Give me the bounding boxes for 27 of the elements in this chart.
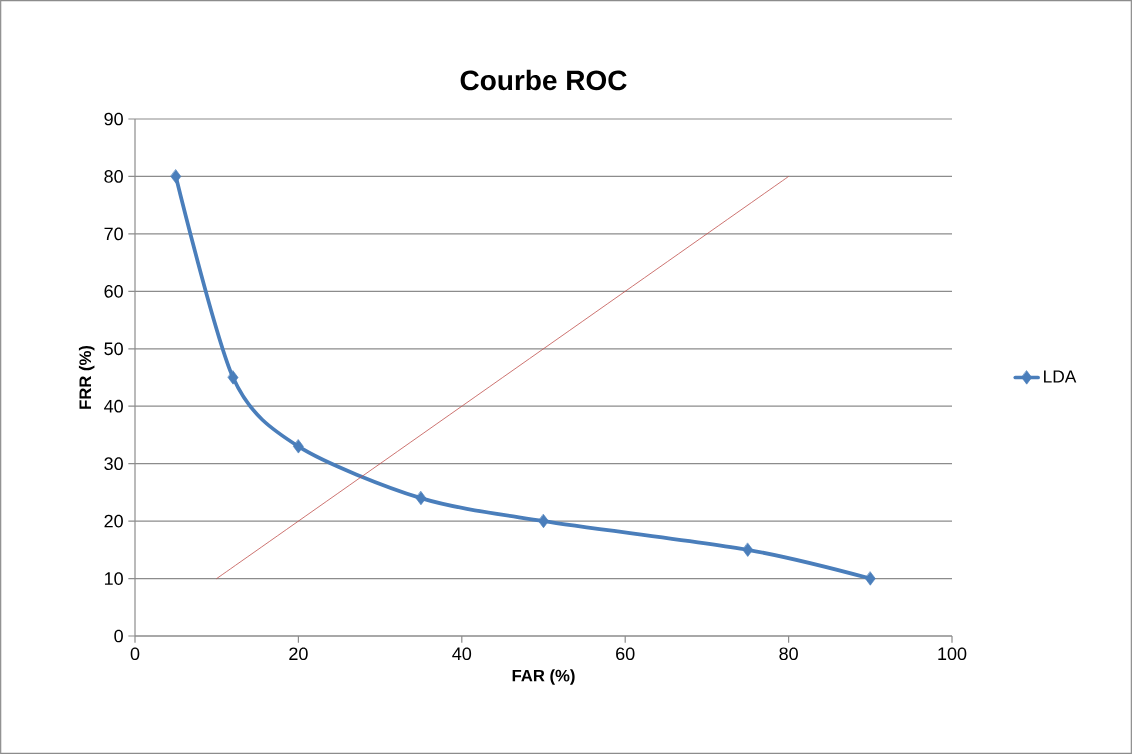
point (742, 542, 754, 557)
x-axis-title: FAR (%) (512, 669, 575, 685)
point (293, 439, 304, 454)
point (538, 514, 549, 529)
y-tick-label: 70 (104, 227, 123, 241)
y-tick-label: 20 (104, 514, 123, 528)
y-axis-title: FRR (%) (78, 345, 95, 409)
chart-title: Courbe ROC (460, 69, 627, 91)
x-tick-label: 20 (289, 647, 308, 661)
x-tick-label: 40 (452, 647, 472, 661)
y-tick-label: 30 (104, 457, 123, 471)
y-tick-label: 80 (104, 170, 123, 183)
y-tick-label: 0 (114, 629, 123, 643)
x-tick-label: 60 (616, 647, 635, 661)
x-tick-label: 100 (938, 647, 967, 661)
legend-label: LDA (1044, 370, 1077, 383)
x-tick-label: 80 (779, 647, 798, 661)
point (170, 169, 182, 184)
point (415, 491, 427, 506)
y-tick-label: 40 (104, 399, 123, 413)
x-tick-label: 0 (130, 647, 140, 661)
y-tick-label: 50 (104, 342, 123, 356)
y-tick-label: 10 (104, 572, 123, 585)
point (227, 370, 239, 385)
point (864, 571, 876, 586)
y-tick-label: 60 (104, 284, 123, 298)
y-tick-label: 90 (104, 112, 123, 126)
